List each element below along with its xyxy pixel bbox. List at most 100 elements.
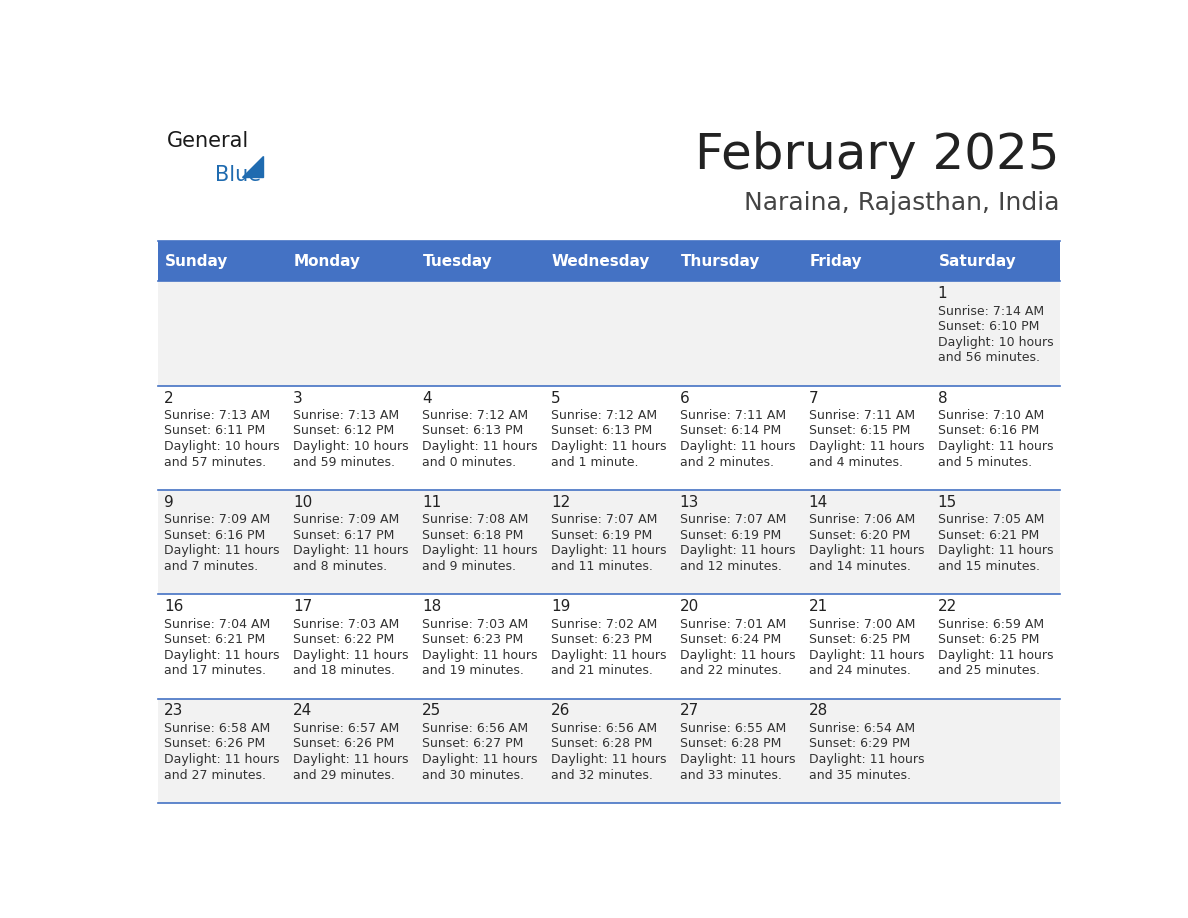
Text: Daylight: 11 hours: Daylight: 11 hours	[293, 544, 409, 557]
Text: Daylight: 11 hours: Daylight: 11 hours	[551, 753, 666, 766]
Bar	[286, 594, 416, 699]
Text: 11: 11	[422, 495, 441, 509]
Text: and 17 minutes.: and 17 minutes.	[164, 665, 266, 677]
Text: and 11 minutes.: and 11 minutes.	[551, 560, 652, 573]
Text: 21: 21	[809, 599, 828, 614]
Bar	[286, 281, 416, 386]
Text: 14: 14	[809, 495, 828, 509]
Text: and 21 minutes.: and 21 minutes.	[551, 665, 652, 677]
Text: Daylight: 11 hours: Daylight: 11 hours	[164, 753, 279, 766]
Bar	[802, 490, 931, 594]
Text: Thursday: Thursday	[681, 253, 760, 269]
Text: 26: 26	[551, 703, 570, 719]
Text: Daylight: 11 hours: Daylight: 11 hours	[680, 440, 795, 453]
Bar	[544, 699, 674, 803]
Text: and 59 minutes.: and 59 minutes.	[293, 455, 396, 468]
Text: 6: 6	[680, 390, 689, 406]
Bar	[416, 241, 544, 281]
Text: and 19 minutes.: and 19 minutes.	[422, 665, 524, 677]
Text: 16: 16	[164, 599, 183, 614]
Text: General: General	[166, 131, 249, 151]
Text: Sunset: 6:27 PM: Sunset: 6:27 PM	[422, 737, 524, 750]
Text: Sunset: 6:22 PM: Sunset: 6:22 PM	[293, 633, 394, 646]
Text: Sunset: 6:12 PM: Sunset: 6:12 PM	[293, 424, 394, 438]
Text: Daylight: 11 hours: Daylight: 11 hours	[809, 753, 924, 766]
Text: Daylight: 11 hours: Daylight: 11 hours	[551, 649, 666, 662]
Text: and 2 minutes.: and 2 minutes.	[680, 455, 773, 468]
Bar	[416, 281, 544, 386]
Bar	[931, 490, 1060, 594]
Text: Sunset: 6:15 PM: Sunset: 6:15 PM	[809, 424, 910, 438]
Text: Sunset: 6:17 PM: Sunset: 6:17 PM	[293, 529, 394, 542]
Bar	[286, 386, 416, 490]
Text: Sunset: 6:11 PM: Sunset: 6:11 PM	[164, 424, 265, 438]
Text: Sunset: 6:19 PM: Sunset: 6:19 PM	[551, 529, 652, 542]
Text: Daylight: 10 hours: Daylight: 10 hours	[164, 440, 280, 453]
Text: Sunset: 6:16 PM: Sunset: 6:16 PM	[937, 424, 1038, 438]
Text: and 18 minutes.: and 18 minutes.	[293, 665, 396, 677]
Text: 8: 8	[937, 390, 947, 406]
Text: Sunset: 6:23 PM: Sunset: 6:23 PM	[422, 633, 523, 646]
Text: and 57 minutes.: and 57 minutes.	[164, 455, 266, 468]
Text: Daylight: 11 hours: Daylight: 11 hours	[422, 649, 537, 662]
Text: 15: 15	[937, 495, 956, 509]
Bar	[544, 490, 674, 594]
Bar	[802, 594, 931, 699]
Text: Sunset: 6:21 PM: Sunset: 6:21 PM	[937, 529, 1038, 542]
Bar	[158, 386, 286, 490]
Text: Sunset: 6:25 PM: Sunset: 6:25 PM	[809, 633, 910, 646]
Text: Daylight: 11 hours: Daylight: 11 hours	[164, 544, 279, 557]
Text: Daylight: 11 hours: Daylight: 11 hours	[293, 753, 409, 766]
Text: Tuesday: Tuesday	[423, 253, 493, 269]
Text: Daylight: 11 hours: Daylight: 11 hours	[937, 544, 1053, 557]
Text: Sunrise: 7:05 AM: Sunrise: 7:05 AM	[937, 513, 1044, 526]
Text: Sunrise: 7:11 AM: Sunrise: 7:11 AM	[680, 409, 786, 422]
Text: Sunset: 6:23 PM: Sunset: 6:23 PM	[551, 633, 652, 646]
Text: February 2025: February 2025	[695, 131, 1060, 179]
Bar	[158, 594, 286, 699]
Text: 12: 12	[551, 495, 570, 509]
Text: Sunrise: 7:07 AM: Sunrise: 7:07 AM	[680, 513, 786, 526]
Text: and 0 minutes.: and 0 minutes.	[422, 455, 516, 468]
Bar	[931, 594, 1060, 699]
Text: Sunset: 6:18 PM: Sunset: 6:18 PM	[422, 529, 524, 542]
Text: and 12 minutes.: and 12 minutes.	[680, 560, 782, 573]
Text: Sunrise: 7:12 AM: Sunrise: 7:12 AM	[422, 409, 529, 422]
Text: Sunrise: 6:58 AM: Sunrise: 6:58 AM	[164, 722, 271, 735]
Text: Sunrise: 6:54 AM: Sunrise: 6:54 AM	[809, 722, 915, 735]
Text: Friday: Friday	[809, 253, 862, 269]
Text: 13: 13	[680, 495, 699, 509]
Text: Sunset: 6:28 PM: Sunset: 6:28 PM	[551, 737, 652, 750]
Text: Sunday: Sunday	[165, 253, 228, 269]
Text: 24: 24	[293, 703, 312, 719]
Text: and 56 minutes.: and 56 minutes.	[937, 352, 1040, 364]
Text: 1: 1	[937, 286, 947, 301]
Text: Wednesday: Wednesday	[551, 253, 650, 269]
Text: Sunset: 6:25 PM: Sunset: 6:25 PM	[937, 633, 1040, 646]
Text: Sunset: 6:20 PM: Sunset: 6:20 PM	[809, 529, 910, 542]
Text: Sunrise: 7:12 AM: Sunrise: 7:12 AM	[551, 409, 657, 422]
Text: and 15 minutes.: and 15 minutes.	[937, 560, 1040, 573]
Text: 20: 20	[680, 599, 699, 614]
Text: Sunrise: 7:09 AM: Sunrise: 7:09 AM	[164, 513, 271, 526]
Text: Sunrise: 7:13 AM: Sunrise: 7:13 AM	[293, 409, 399, 422]
Text: Daylight: 10 hours: Daylight: 10 hours	[293, 440, 409, 453]
Text: and 8 minutes.: and 8 minutes.	[293, 560, 387, 573]
Text: Sunrise: 7:11 AM: Sunrise: 7:11 AM	[809, 409, 915, 422]
Text: Sunset: 6:28 PM: Sunset: 6:28 PM	[680, 737, 782, 750]
Text: Sunrise: 6:56 AM: Sunrise: 6:56 AM	[551, 722, 657, 735]
Text: Daylight: 11 hours: Daylight: 11 hours	[809, 544, 924, 557]
Bar	[158, 241, 286, 281]
Bar	[286, 241, 416, 281]
Text: 17: 17	[293, 599, 312, 614]
Text: Sunset: 6:24 PM: Sunset: 6:24 PM	[680, 633, 781, 646]
Text: 18: 18	[422, 599, 441, 614]
Text: Monday: Monday	[293, 253, 361, 269]
Text: Daylight: 10 hours: Daylight: 10 hours	[937, 336, 1054, 349]
Bar	[931, 386, 1060, 490]
Text: and 7 minutes.: and 7 minutes.	[164, 560, 258, 573]
Text: Sunrise: 7:14 AM: Sunrise: 7:14 AM	[937, 305, 1044, 318]
Text: Daylight: 11 hours: Daylight: 11 hours	[293, 649, 409, 662]
Text: 28: 28	[809, 703, 828, 719]
Text: Sunrise: 7:08 AM: Sunrise: 7:08 AM	[422, 513, 529, 526]
